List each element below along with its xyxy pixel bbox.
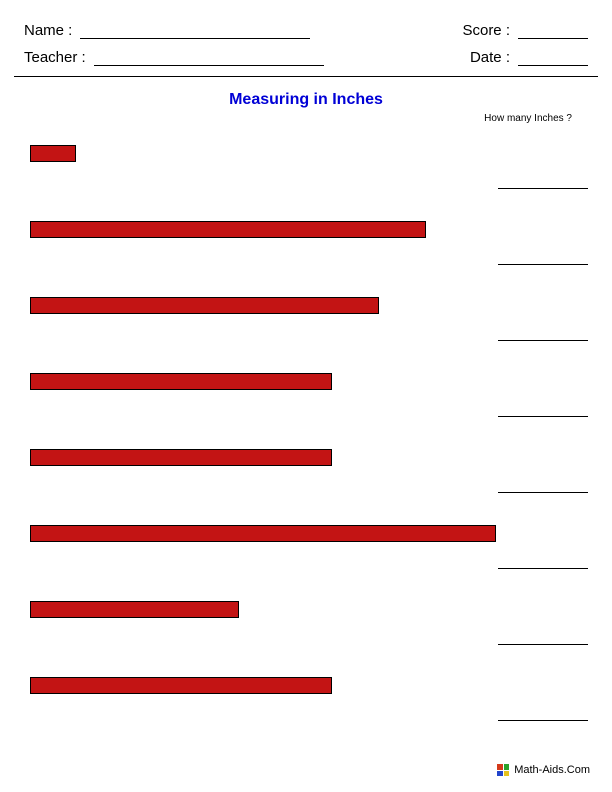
answer-input-line[interactable] [498, 720, 588, 721]
measure-bar [30, 297, 379, 314]
answer-input-line[interactable] [498, 416, 588, 417]
footer-text: Math-Aids.Com [514, 764, 590, 776]
measure-row [24, 423, 588, 499]
answer-input-line[interactable] [498, 264, 588, 265]
date-label: Date : [470, 49, 510, 66]
worksheet-title: Measuring in Inches [0, 91, 612, 109]
footer-logo-icon [497, 764, 509, 776]
measure-bar [30, 601, 239, 618]
header-row-1: Name : Score : [24, 22, 588, 39]
answer-input-line[interactable] [498, 340, 588, 341]
measure-bar [30, 221, 426, 238]
measure-row [24, 347, 588, 423]
teacher-input-line[interactable] [94, 65, 324, 66]
name-input-line[interactable] [80, 38, 310, 39]
worksheet-content: How many Inches ? [0, 109, 612, 727]
answer-input-line[interactable] [498, 492, 588, 493]
score-label: Score : [462, 22, 510, 39]
score-field: Score : [462, 22, 588, 39]
measure-bar [30, 677, 332, 694]
measure-row [24, 575, 588, 651]
measure-bar [30, 525, 496, 542]
footer: Math-Aids.Com [497, 764, 590, 776]
measure-row [24, 499, 588, 575]
header-row-2: Teacher : Date : [24, 49, 588, 66]
measure-row [24, 271, 588, 347]
answer-input-line[interactable] [498, 644, 588, 645]
answer-input-line[interactable] [498, 188, 588, 189]
score-input-line[interactable] [518, 38, 588, 39]
date-input-line[interactable] [518, 65, 588, 66]
measure-bar [30, 373, 332, 390]
name-field: Name : [24, 22, 310, 39]
name-label: Name : [24, 22, 72, 39]
measure-row [24, 651, 588, 727]
answer-input-line[interactable] [498, 568, 588, 569]
measure-row [24, 195, 588, 271]
worksheet-header: Name : Score : Teacher : Date : [0, 0, 612, 66]
teacher-field: Teacher : [24, 49, 324, 66]
measure-bar [30, 449, 332, 466]
header-divider [14, 76, 598, 77]
date-field: Date : [470, 49, 588, 66]
teacher-label: Teacher : [24, 49, 86, 66]
measure-bar [30, 145, 76, 162]
measure-row [24, 119, 588, 195]
